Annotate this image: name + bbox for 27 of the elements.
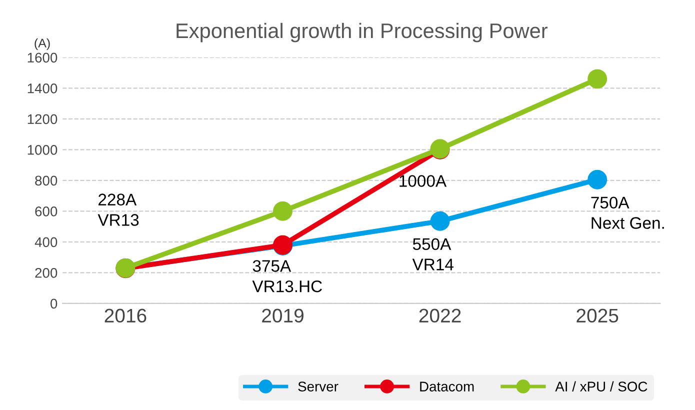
y-tick-label: 600 — [35, 206, 58, 216]
y-axis-title: (A) — [34, 38, 50, 50]
annotation: 375A VR13.HC — [252, 260, 322, 292]
point — [588, 170, 608, 190]
y-tick-label: 1200 — [28, 114, 58, 124]
point — [273, 201, 292, 221]
annotation: 750A Next Gen. — [591, 196, 664, 229]
legend-label: Server — [298, 382, 338, 392]
x-tick-label: 2022 — [419, 308, 461, 323]
y-tick-label: 1000 — [28, 144, 58, 155]
y-tick-label: 800 — [35, 176, 58, 186]
chart-title: Exponential growth in Processing Power — [176, 22, 548, 42]
y-tick-label: 0 — [50, 298, 58, 309]
legend-label: Datacom — [420, 382, 474, 392]
legend-label: AI / xPU / SOC — [555, 381, 648, 392]
y-tick-label: 200 — [35, 268, 58, 278]
x-tick-label: 2025 — [576, 308, 618, 323]
annotation: 550A VR14 — [412, 238, 454, 270]
annotation: 228A VR13 — [98, 194, 139, 226]
annotation: 1000A — [400, 175, 447, 187]
x-tick-label: 2016 — [104, 308, 146, 323]
y-tick-label: 400 — [34, 237, 58, 248]
point — [430, 211, 450, 231]
point — [588, 69, 608, 89]
y-tick-label: 1600 — [28, 52, 58, 63]
x-tick-label: 2019 — [262, 308, 304, 323]
y-tick-label: 1400 — [28, 83, 58, 94]
